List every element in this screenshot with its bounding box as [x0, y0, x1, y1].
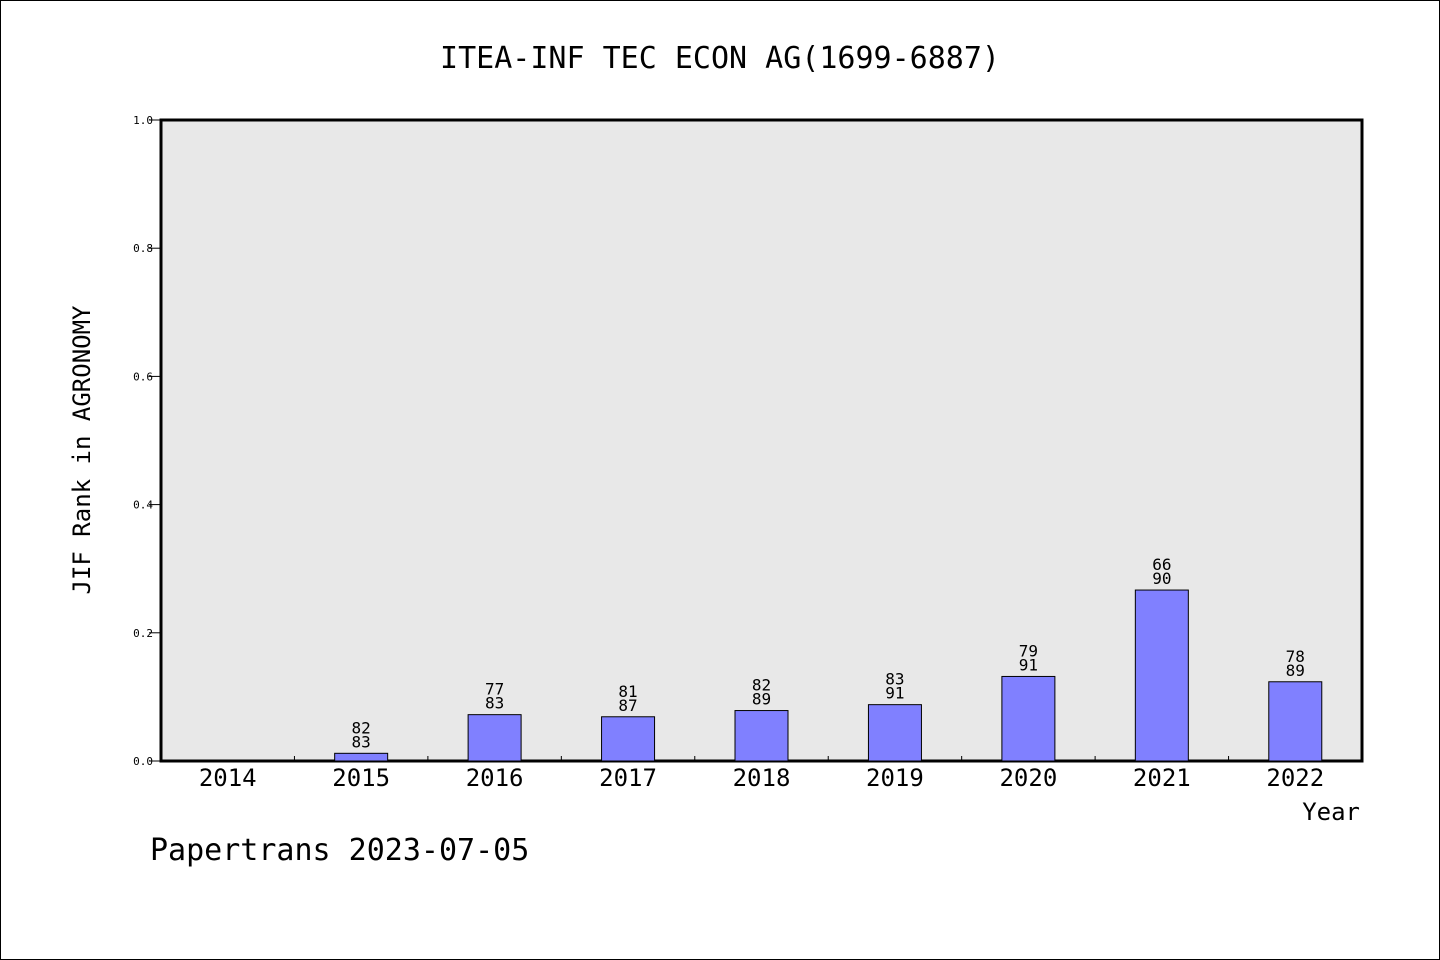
- y-tick-label: 0.8: [133, 242, 153, 255]
- bar-label-rank: 83: [885, 670, 904, 689]
- x-tick-label: 2014: [199, 764, 257, 792]
- x-tick-label: 2019: [866, 764, 924, 792]
- bar-2022: [1268, 681, 1323, 762]
- bar-label-total: 83: [485, 694, 504, 713]
- y-tick-label: 1.0: [133, 114, 153, 127]
- y-tick-label: 0.2: [133, 627, 153, 640]
- bar-label-total: 90: [1152, 569, 1171, 588]
- bar-label-total: 91: [1019, 655, 1038, 674]
- x-tick-label: 2016: [466, 764, 524, 792]
- x-axis-label: Year: [1302, 798, 1360, 826]
- bar-label-rank: 78: [1286, 647, 1305, 666]
- y-tick-label: 0.0: [133, 755, 153, 768]
- bar-label-rank: 77: [485, 680, 504, 699]
- bar-2019: [867, 704, 922, 762]
- bar-label-rank: 81: [618, 682, 637, 701]
- x-tick-label: 2015: [332, 764, 390, 792]
- bars-group: [334, 589, 1323, 762]
- x-axis-ticks: 2014 2015 2016 2017 2018 2019 2020 2021 2022: [199, 756, 1324, 792]
- bar-label-rank: 79: [1019, 641, 1038, 660]
- bar-label-rank: 82: [352, 718, 371, 737]
- y-tick-label: 0.6: [133, 370, 153, 383]
- y-axis-label: JIF Rank in AGRONOMY: [68, 305, 96, 595]
- bar-2021: [1134, 589, 1189, 762]
- x-tick-label: 2017: [599, 764, 657, 792]
- x-tick-label: 2021: [1133, 764, 1191, 792]
- x-tick-label: 2018: [733, 764, 791, 792]
- footer-source-date: Papertrans 2023-07-05: [150, 833, 530, 868]
- bar-2018: [734, 710, 789, 762]
- bar-2020: [1001, 675, 1056, 762]
- bar-label-total: 83: [352, 732, 371, 751]
- bar-2017: [601, 716, 656, 762]
- bar-label-rank: 66: [1152, 555, 1171, 574]
- bar-label-total: 91: [885, 684, 904, 703]
- y-axis-ticks: 0.0 0.2 0.4 0.6 0.8 1.0: [133, 114, 161, 768]
- bar-label-total: 87: [618, 696, 637, 715]
- bar-label-total: 89: [752, 690, 771, 709]
- bar-label-rank: 82: [752, 676, 771, 695]
- bar-label-total: 89: [1286, 661, 1305, 680]
- x-tick-label: 2022: [1266, 764, 1324, 792]
- bar-2016: [467, 714, 522, 762]
- chart-title: ITEA-INF TEC ECON AG(1699-6887): [440, 41, 1000, 76]
- y-tick-label: 0.4: [133, 499, 153, 512]
- x-tick-label: 2020: [999, 764, 1057, 792]
- bar-2015: [334, 752, 389, 762]
